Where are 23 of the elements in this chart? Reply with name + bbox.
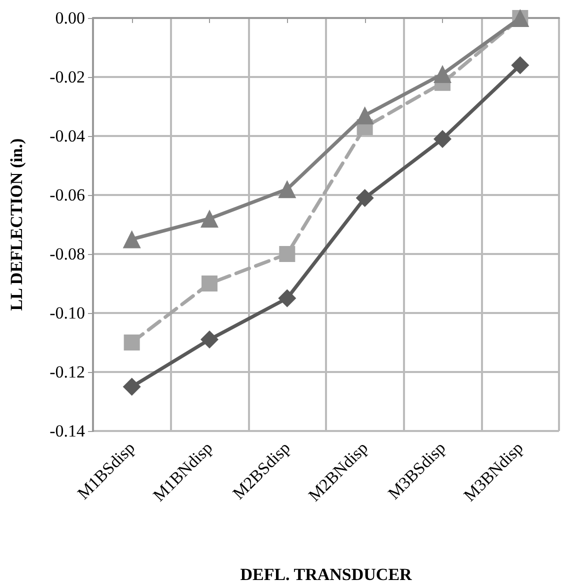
point: [122, 378, 141, 396]
point: [278, 289, 296, 308]
point: [356, 188, 374, 207]
y-tick-label: -0.08: [50, 244, 85, 264]
point: [124, 334, 140, 350]
point: [202, 276, 218, 292]
point: [511, 56, 530, 74]
point: [434, 65, 452, 84]
point: [278, 180, 296, 198]
y-tick-label: 0.00: [55, 8, 85, 28]
y-tick-label: -0.10: [50, 304, 85, 322]
point: [279, 246, 296, 262]
y-tick-label: -0.14: [50, 422, 86, 440]
point: [200, 210, 218, 228]
y-tick-label: -0.02: [50, 68, 85, 86]
x-axis-title: DEFL. TRANSDUCER: [240, 565, 413, 584]
point: [122, 230, 141, 248]
y-tick-label: -0.06: [50, 186, 85, 204]
point: [200, 330, 218, 349]
y-axis-title: LL DEFLECTION (in.): [7, 138, 26, 311]
point: [434, 130, 452, 148]
y-tick-label: -0.04: [50, 126, 86, 146]
y-tick-label: -0.12: [50, 362, 85, 382]
